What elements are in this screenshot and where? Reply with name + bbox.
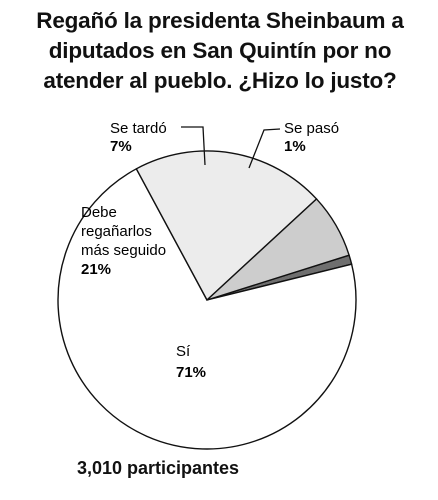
slice-label-line-2: regañarlos — [81, 223, 152, 240]
slice-label-se-paso: Se pasó — [284, 120, 339, 137]
slice-label-line-3: más seguido — [81, 242, 166, 259]
participants-count: 3,010 participantes — [76, 458, 240, 478]
slice-value-si: 71% — [176, 364, 206, 381]
slice-value-regañarlos: 21% — [81, 261, 111, 278]
title-line-3: atender al pueblo. ¿Hizo lo justo? — [43, 68, 397, 93]
slice-label-se-tardo: Se tardó — [110, 120, 167, 137]
title-line-2: diputados en San Quintín por no — [48, 38, 392, 63]
slice-label-si: Sí — [176, 343, 191, 360]
leader-line-se-tardo — [181, 126, 206, 166]
leader-line-se-paso — [248, 128, 281, 169]
slice-value-se-tardo: 7% — [110, 138, 132, 155]
slice-label-line-1: Debe — [81, 204, 117, 221]
chart-title: Regañó la presidenta Sheinbaum a diputad… — [6, 6, 434, 96]
title-line-1: Regañó la presidenta Sheinbaum a — [36, 8, 404, 33]
slice-si — [57, 168, 357, 450]
pie-slices — [57, 150, 357, 450]
slice-regañarlos — [135, 150, 318, 301]
slice-se-tardo — [206, 198, 350, 301]
slice-value-se-paso: 1% — [284, 138, 306, 155]
